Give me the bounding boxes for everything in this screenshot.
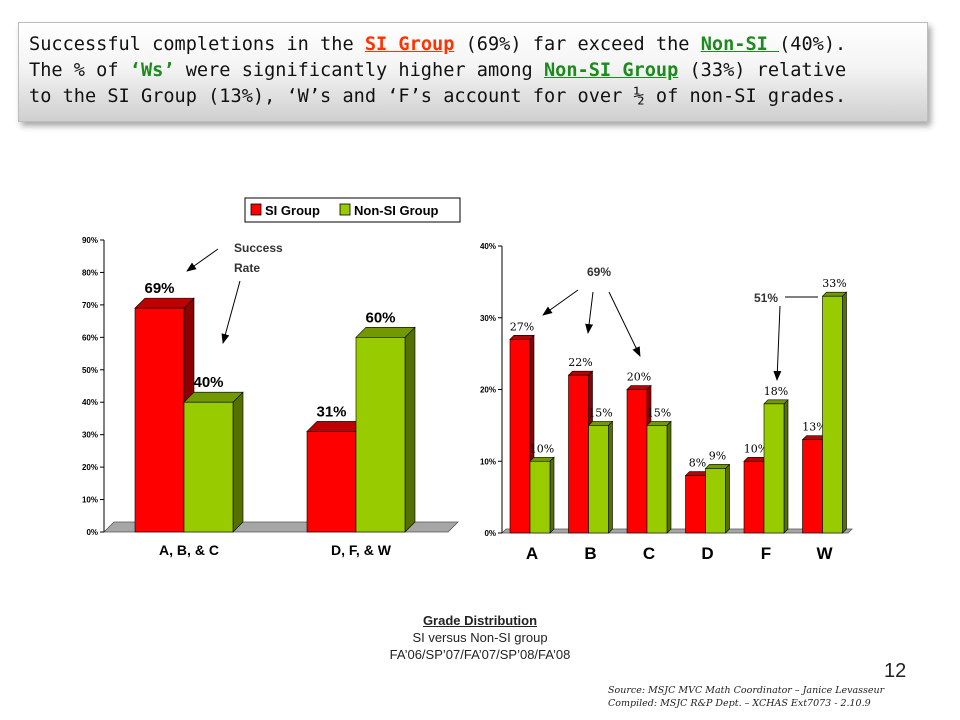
category-label: D (701, 544, 713, 563)
bar-si (510, 339, 530, 533)
chart-success-rate: 0% 10% 20% 30% 40% 50% 60% 70% 80% 90% 69% 40% A, B,… (82, 236, 458, 558)
source-note: Source: MSJC MVC Math Coordinator – Jani… (608, 684, 884, 710)
bar-nonsi (356, 337, 405, 532)
bar-nonsi (647, 425, 667, 533)
bar-nonsi (706, 468, 726, 533)
y-tick-label: 10% (480, 457, 496, 466)
bar-nonsi-top (356, 327, 415, 337)
data-label: 60% (365, 309, 395, 326)
page-number: 12 (884, 660, 906, 683)
bar-nonsi (764, 404, 784, 533)
arrow-to-si-bar (187, 249, 218, 271)
y-tick-label: 20% (82, 463, 98, 472)
category-label: F (761, 544, 771, 563)
arrow-to-b (588, 292, 593, 333)
category-label: B (584, 544, 596, 563)
bar-nonsi-top (589, 421, 613, 425)
y-tick-label: 70% (82, 301, 98, 310)
bar-si (307, 431, 356, 532)
y-tick-label: 30% (480, 314, 496, 323)
y-tick-label: 0% (484, 529, 496, 538)
bar-si (686, 476, 706, 533)
data-label: 8% (689, 457, 706, 470)
bar-si (744, 461, 764, 533)
bar-nonsi-side (405, 327, 415, 532)
data-label: 69% (144, 280, 174, 297)
legend: SI Group Non-SI Group (245, 198, 460, 222)
data-label: 10% (530, 442, 554, 455)
data-label: 33% (822, 277, 846, 290)
caption-terms: FA’06/SP’07/FA’07/SP’08/FA’08 (330, 646, 630, 663)
data-label: 15% (588, 406, 612, 419)
y-tick-label: 40% (480, 242, 496, 251)
category-label: W (816, 544, 833, 563)
chart-caption: Grade Distribution SI versus Non-SI grou… (330, 612, 630, 663)
legend-label-nonsi: Non-SI Group (354, 203, 439, 218)
y-tick-label: 30% (82, 431, 98, 440)
bar-si (803, 440, 823, 533)
bar-si (135, 308, 184, 532)
source-line: Source: MSJC MVC Math Coordinator – Jani… (608, 684, 884, 697)
y-tick-label: 0% (86, 528, 98, 537)
legend-swatch-nonsi (340, 204, 350, 215)
bar-nonsi (530, 461, 550, 533)
bar-nonsi-top (823, 292, 847, 296)
caption-subtitle: SI versus Non-SI group (330, 629, 630, 646)
bar-nonsi-side (550, 457, 554, 533)
data-label: 40% (193, 374, 223, 391)
legend-label-si: SI Group (265, 203, 320, 218)
y-tick-label: 50% (82, 366, 98, 375)
compiled-line: Compiled: MSJC R&P Dept. – XCHAS Ext7073… (608, 697, 884, 710)
y-tick-label: 20% (480, 386, 496, 395)
legend-swatch-si (251, 204, 261, 215)
bar-nonsi-side (609, 421, 613, 533)
annotation-51-percent: 51% (754, 291, 778, 305)
category-label: A (526, 544, 538, 563)
chart-grade-distribution: 0% 10% 20% 30% 40% 27% 10% A 22% 15% B 20% 15% C 8%9% D… (480, 242, 852, 563)
bar-nonsi-side (843, 292, 847, 533)
bar-nonsi-side (667, 421, 671, 533)
bar-nonsi (589, 425, 609, 533)
y-tick-label: 80% (82, 268, 98, 277)
bar-si-top (135, 298, 194, 308)
arrow-to-a (543, 290, 578, 315)
bar-nonsi-side (726, 464, 730, 533)
category-label: D, F, & W (331, 542, 392, 558)
bar-si (627, 390, 647, 534)
success-rate-label-1: Success (234, 241, 283, 255)
arrow-to-f (777, 306, 780, 380)
arrow-to-nonsi-bar (223, 281, 240, 343)
y-tick-label: 90% (82, 236, 98, 245)
bar-nonsi-top (706, 464, 730, 468)
bar-nonsi-side (784, 400, 788, 533)
bar-si-top (627, 386, 651, 390)
bar-si-top (569, 371, 593, 375)
chart-floor (502, 529, 852, 533)
bar-nonsi-top (764, 400, 788, 404)
category-label: A, B, & C (159, 542, 219, 558)
bar-nonsi-top (647, 421, 671, 425)
data-label: 9% (709, 449, 726, 462)
bar-nonsi-top (530, 457, 554, 461)
data-label: 15% (647, 406, 671, 419)
bar-nonsi (184, 402, 233, 532)
data-label: 31% (316, 403, 346, 420)
bar-nonsi-side (233, 392, 243, 532)
annotation-69-percent: 69% (587, 265, 611, 279)
y-tick-label: 10% (82, 496, 98, 505)
caption-title: Grade Distribution (330, 612, 630, 629)
bar-nonsi (823, 296, 843, 533)
bar-si-top (510, 335, 534, 339)
data-label: 22% (568, 356, 592, 369)
y-tick-label: 40% (82, 398, 98, 407)
arrow-to-c (609, 292, 640, 356)
success-rate-label-2: Rate (234, 261, 260, 275)
category-label: C (643, 544, 655, 563)
y-tick-label: 60% (82, 333, 98, 342)
bar-nonsi-top (184, 392, 243, 402)
bar-si (569, 375, 589, 533)
data-label: 18% (764, 385, 788, 398)
data-label: 27% (510, 320, 534, 333)
data-label: 20% (627, 371, 651, 384)
